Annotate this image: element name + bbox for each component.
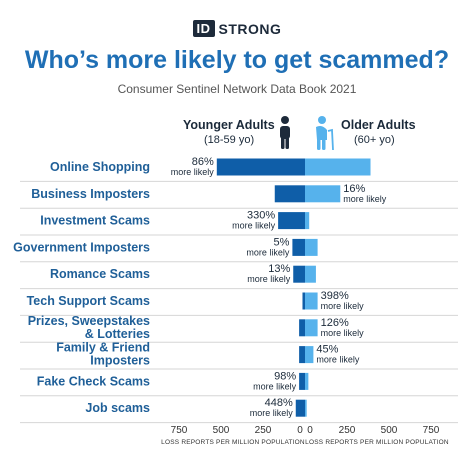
older-bar	[305, 399, 307, 417]
percent-label: 126%	[321, 317, 349, 329]
elderly-person-with-cane-icon	[316, 116, 334, 151]
younger-bar	[299, 346, 305, 364]
category-label-line: & Lotteries	[85, 327, 150, 341]
category-label: Family & Friend Imposters	[56, 341, 150, 368]
category-label: Tech Support Scams	[27, 294, 150, 308]
older-bar	[305, 265, 316, 283]
category-label: Investment Scams	[40, 214, 150, 228]
x-tick-label: 0	[297, 425, 303, 436]
page-title: Who’s more likely to get scammed?	[24, 46, 450, 74]
older-bar	[305, 372, 309, 390]
category-label: Fake Check Scams	[37, 374, 150, 388]
x-tick-label: 500	[381, 425, 398, 436]
percent-label: 448%	[265, 397, 293, 409]
percent-label: 398%	[321, 290, 349, 302]
x-tick-label: 250	[255, 425, 272, 436]
younger-group-range: (18-59 yo)	[204, 134, 255, 146]
percent-label: 330%	[247, 210, 275, 222]
logo-box: ID	[192, 20, 215, 37]
older-bar	[305, 238, 318, 256]
more-likely-note: more likely	[232, 221, 276, 231]
younger-bar	[302, 292, 305, 310]
logo-name: STRONG	[218, 20, 282, 37]
category-label-line: Imposters	[90, 354, 150, 368]
percent-label: 45%	[316, 344, 338, 356]
x-tick-label: 750	[171, 425, 188, 436]
older-bar	[305, 292, 318, 310]
brand-logo: ID STRONG	[0, 20, 474, 37]
percent-label: 98%	[274, 370, 296, 382]
category-label-line: Prizes, Sweepstakes	[28, 314, 150, 328]
younger-bar	[274, 185, 305, 203]
older-bar	[305, 212, 310, 230]
older-bar	[305, 158, 371, 176]
more-likely-note: more likely	[171, 167, 215, 177]
younger-bar	[293, 265, 305, 283]
younger-bar	[299, 372, 305, 390]
older-bar	[305, 185, 341, 203]
younger-bar	[295, 399, 305, 417]
more-likely-note: more likely	[250, 408, 294, 418]
x-tick-label: 750	[423, 425, 440, 436]
percent-label: 86%	[192, 156, 214, 168]
younger-bar	[299, 319, 305, 337]
page-subtitle: Consumer Sentinel Network Data Book 2021	[117, 82, 357, 96]
more-likely-note: more likely	[247, 274, 291, 284]
younger-group-label: Younger Adults	[183, 118, 275, 132]
more-likely-note: more likely	[343, 194, 387, 204]
more-likely-note: more likely	[321, 328, 365, 338]
older-bar	[305, 319, 318, 337]
more-likely-note: more likely	[246, 247, 290, 257]
percent-label: 16%	[343, 183, 365, 195]
more-likely-note: more likely	[253, 381, 297, 391]
category-label: Romance Scams	[50, 267, 150, 281]
percent-label: 5%	[273, 236, 289, 248]
person-icon	[280, 116, 290, 149]
x-tick-label: 500	[213, 425, 230, 436]
category-label: Business Imposters	[31, 187, 150, 201]
category-label-line: Family & Friend	[56, 341, 150, 355]
older-group-label: Older Adults	[341, 118, 416, 132]
older-bar	[305, 346, 314, 364]
x-axis-caption-right: LOSS REPORTS PER MILLION POPULATION	[305, 439, 449, 446]
percent-label: 13%	[268, 263, 290, 275]
more-likely-note: more likely	[316, 355, 360, 365]
category-label: Online Shopping	[50, 160, 150, 174]
more-likely-note: more likely	[321, 301, 365, 311]
category-label: Prizes, Sweepstakes & Lotteries	[28, 314, 150, 341]
x-tick-label: 250	[339, 425, 356, 436]
younger-bar	[292, 238, 305, 256]
younger-bar	[278, 212, 305, 230]
older-group-range: (60+ yo)	[354, 134, 395, 146]
younger-bar	[216, 158, 305, 176]
x-tick-label: 0	[307, 425, 313, 436]
category-label: Job scams	[85, 401, 150, 415]
category-label: Government Imposters	[13, 240, 150, 254]
x-axis-caption-left: LOSS REPORTS PER MILLION POPULATION	[161, 439, 305, 446]
